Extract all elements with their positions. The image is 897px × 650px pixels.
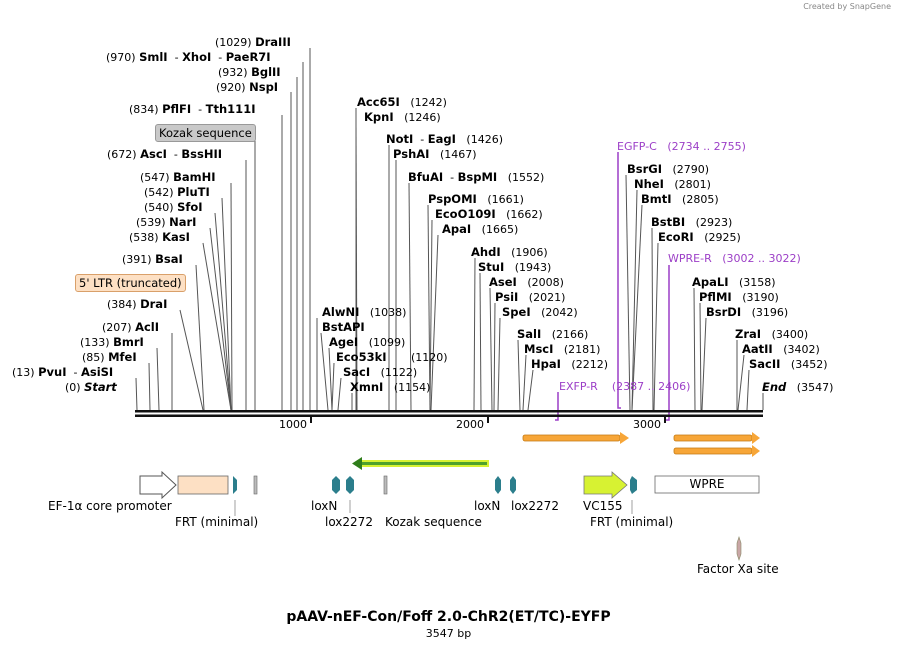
site-bsrgi: BsrGI (2790) <box>627 162 710 176</box>
site-mfei: (85) MfeI <box>82 350 137 364</box>
site-kpni: KpnI (1246) <box>364 110 441 124</box>
site-psii: PsiI (2021) <box>495 290 566 304</box>
site-sali: SalI (2166) <box>517 327 589 341</box>
site-ecori: EcoRI (2925) <box>658 230 741 244</box>
site-pshai: PshAI (1467) <box>393 147 477 161</box>
site-xmni: XmnI (1154) <box>350 380 431 394</box>
site-bstbi: BstBI (2923) <box>651 215 733 229</box>
feature-frt2: FRT (minimal) <box>590 515 674 529</box>
site-apali: ApaLI (3158) <box>692 275 776 289</box>
site-bamhi: (547) BamHI <box>140 170 216 184</box>
site-sfoi: (540) SfoI <box>144 200 203 214</box>
site-bsai: (391) BsaI <box>122 252 183 266</box>
site-ecoo109i: EcoO109I (1662) <box>435 207 543 221</box>
map-title: pAAV-nEF-Con/Foff 2.0-ChR2(ET/TC)-EYFP <box>286 609 611 625</box>
site-nari: (539) NarI <box>136 215 197 229</box>
site-aatii: AatII (3402) <box>742 342 820 356</box>
site-sacii: SacII (3452) <box>749 357 828 371</box>
site-bglii: (932) BglII <box>218 65 281 79</box>
feature-factor-xa: Factor Xa site <box>697 562 779 576</box>
primer-wpre-r: WPRE-R (3002 .. 3022) <box>668 252 801 265</box>
site-saci: SacI (1122) <box>343 365 418 379</box>
site-asci: (672) AscI - BssHII <box>107 147 223 161</box>
site-bmri: (133) BmrI <box>80 335 144 349</box>
site-zrai: ZraI (3400) <box>735 327 809 341</box>
site-pspomi: PspOMI (1661) <box>428 192 524 206</box>
site-bstapi: BstAPI <box>322 320 365 334</box>
feature-ef1a: EF-1α core promoter <box>48 499 172 513</box>
site-drai: (384) DraI <box>107 297 168 311</box>
feature-frt1: FRT (minimal) <box>175 515 259 529</box>
site-pluti: (542) PluTI <box>144 185 210 199</box>
site-smli: (970) SmlI - XhoI - PaeR7I <box>106 50 271 64</box>
site-end: End (3547) <box>762 380 834 394</box>
snapgene-credit: Created by SnapGene <box>803 2 891 11</box>
feature-wpre: WPRE <box>689 477 725 491</box>
site-msci: MscI (2181) <box>524 342 601 356</box>
site-start: (0) Start <box>65 380 117 394</box>
chr2-reverse-arrow <box>352 457 489 470</box>
tick-2000: 2000 <box>456 418 484 431</box>
orange-feature-arrows <box>522 432 760 457</box>
site-pflmi: PflMI (3190) <box>699 290 779 304</box>
feature-kozak: Kozak sequence <box>385 515 482 529</box>
feature-shapes <box>139 470 760 561</box>
tick-3000: 3000 <box>633 418 661 431</box>
map-length: 3547 bp <box>425 627 472 640</box>
backbone <box>135 410 763 423</box>
site-eco53ki: Eco53kI (1120) <box>336 350 448 364</box>
site-pvui: (13) PvuI - AsiSI <box>12 365 114 379</box>
site-hpai: HpaI (2212) <box>531 357 608 371</box>
site-noti: NotI - EagI (1426) <box>386 132 503 146</box>
site-stui: StuI (1943) <box>478 260 552 274</box>
site-asei: AseI (2008) <box>489 275 564 289</box>
feature-loxn2: loxN <box>474 499 501 513</box>
site-agei: AgeI (1099) <box>329 335 406 349</box>
site-acc65i: Acc65I (1242) <box>357 95 447 109</box>
site-bfuai: BfuAI - BspMI (1552) <box>408 170 545 184</box>
feature-loxn1: loxN <box>311 499 338 513</box>
primer-egfp-c: EGFP-C (2734 .. 2755) <box>617 140 746 153</box>
ltr-callout: 5' LTR (truncated) <box>75 274 186 292</box>
feature-lox2272-1: lox2272 <box>325 515 373 529</box>
feature-connectors <box>234 500 633 516</box>
primer-exfp-r: EXFP-R (2387 .. 2406) <box>559 380 691 393</box>
site-nhei: NheI (2801) <box>634 177 711 191</box>
feature-lox2272-2: lox2272 <box>511 499 559 513</box>
site-spei: SpeI (2042) <box>502 305 578 319</box>
site-nspi: (920) NspI <box>216 80 279 94</box>
site-alwni: AlwNI (1038) <box>322 305 407 319</box>
primer-markers <box>555 152 670 421</box>
tick-1000: 1000 <box>279 418 307 431</box>
site-apai: ApaI (1665) <box>442 222 519 236</box>
site-acli: (207) AclI <box>102 320 160 334</box>
kozak-callout: Kozak sequence <box>155 124 256 142</box>
site-draiii: (1029) DraIII <box>215 35 291 49</box>
site-pflfi: (834) PflFI - Tth111I <box>129 102 256 116</box>
site-lines <box>135 48 764 411</box>
site-kasi: (538) KasI <box>129 230 190 244</box>
site-bmti: BmtI (2805) <box>641 192 719 206</box>
site-ahdi: AhdI (1906) <box>471 245 548 259</box>
site-bsrdi: BsrDI (3196) <box>706 305 789 319</box>
feature-vc155: VC155 <box>583 499 623 513</box>
